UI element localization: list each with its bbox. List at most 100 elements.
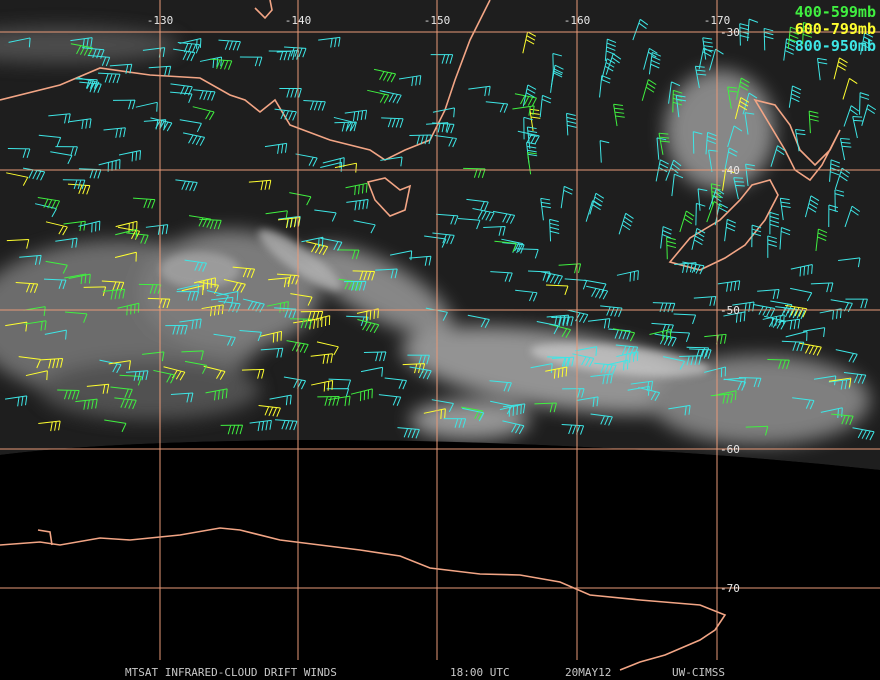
wind-barb xyxy=(62,179,86,190)
wind-barb xyxy=(660,226,672,249)
wind-barb xyxy=(258,405,281,417)
wind-barb xyxy=(147,297,171,309)
wind-barb xyxy=(526,126,538,149)
wind-barb xyxy=(648,52,662,75)
wind-barb xyxy=(489,380,512,392)
wind-barb xyxy=(697,188,708,211)
wind-barb xyxy=(616,270,639,282)
wind-barb xyxy=(590,373,613,385)
wind-barb xyxy=(490,271,513,282)
wind-barb xyxy=(314,209,337,222)
wind-barb xyxy=(522,84,537,107)
wind-barb xyxy=(682,261,705,275)
wind-barb xyxy=(817,57,828,81)
wind-barb xyxy=(126,232,149,245)
wind-barb xyxy=(181,285,204,296)
wind-barb xyxy=(242,298,265,313)
wind-barb xyxy=(706,200,723,223)
wind-barb xyxy=(530,363,553,373)
wind-barb xyxy=(594,362,617,375)
wind-barb xyxy=(763,27,774,51)
wind-barb xyxy=(708,149,718,172)
wind-barb xyxy=(549,323,572,338)
wind-barb xyxy=(108,360,131,370)
wind-barb xyxy=(828,204,839,227)
wind-barb xyxy=(176,291,200,301)
wind-barb xyxy=(787,26,800,49)
wind-barb xyxy=(545,366,568,379)
wind-barb xyxy=(50,151,73,165)
wind-barb xyxy=(184,360,208,374)
wind-barb xyxy=(552,53,563,76)
wind-barb xyxy=(138,283,162,294)
wind-barb xyxy=(589,192,605,215)
wind-barb xyxy=(641,79,657,101)
wind-barb xyxy=(113,99,136,110)
wind-barb xyxy=(343,280,367,291)
wind-barb xyxy=(179,119,202,133)
wind-barb xyxy=(839,137,852,161)
wind-barb xyxy=(600,305,623,318)
wind-barb xyxy=(289,192,312,206)
wind-barb xyxy=(102,288,126,300)
wind-barb xyxy=(656,137,667,160)
wind-barb xyxy=(710,393,734,404)
wind-barb xyxy=(618,212,634,235)
wind-barb xyxy=(248,179,272,191)
wind-barb xyxy=(781,340,805,352)
wind-barb xyxy=(98,159,121,172)
wind-barb xyxy=(549,218,560,242)
wind-barb xyxy=(739,23,750,46)
wind-barb xyxy=(179,37,202,49)
wind-barb xyxy=(218,39,241,51)
wind-barb xyxy=(119,374,142,386)
wind-barb xyxy=(115,228,138,239)
wind-barb xyxy=(674,262,697,273)
wind-barb xyxy=(430,54,454,64)
wind-barb xyxy=(788,85,802,108)
wind-barb xyxy=(468,85,491,97)
wind-barb xyxy=(829,159,841,182)
wind-barb xyxy=(572,353,595,367)
wind-barb xyxy=(522,31,537,54)
wind-barb xyxy=(260,347,284,358)
wind-barb xyxy=(390,250,413,261)
wind-barb xyxy=(44,278,67,290)
wind-barb xyxy=(717,280,741,292)
wind-barb xyxy=(790,264,813,277)
wind-barb xyxy=(483,225,506,236)
wind-barb xyxy=(114,397,137,410)
wind-barb xyxy=(110,386,133,399)
wind-barb xyxy=(431,399,454,413)
wind-barb xyxy=(472,207,495,222)
wind-barb xyxy=(735,77,750,100)
wind-barb xyxy=(360,366,384,377)
wind-barb xyxy=(540,197,552,221)
wind-barb xyxy=(19,254,42,265)
wind-barb xyxy=(303,100,326,111)
wind-barb xyxy=(48,113,71,124)
wind-barb xyxy=(762,314,785,327)
wind-barb xyxy=(705,131,717,155)
wind-barb xyxy=(463,167,486,178)
wind-barb xyxy=(753,304,776,318)
wind-barb xyxy=(779,227,791,250)
wind-barb xyxy=(117,302,140,316)
wind-barb xyxy=(587,318,611,329)
wind-barb xyxy=(770,145,786,167)
wind-barb xyxy=(679,210,695,233)
latitude-label: -60 xyxy=(720,443,740,456)
wind-barb xyxy=(143,119,167,130)
wind-barb xyxy=(45,260,68,274)
wind-barb xyxy=(70,37,93,49)
wind-barb xyxy=(192,106,215,121)
wind-barb xyxy=(232,266,256,278)
legend-entry: 400-599mb xyxy=(795,3,876,21)
wind-barb xyxy=(320,237,343,251)
wind-barb xyxy=(269,394,292,406)
wind-barb xyxy=(193,277,216,290)
wind-barb xyxy=(99,359,122,374)
wind-barb xyxy=(561,424,585,435)
wind-barb xyxy=(779,197,791,221)
wind-barb xyxy=(44,329,67,340)
